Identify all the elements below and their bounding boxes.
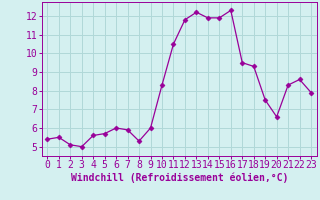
X-axis label: Windchill (Refroidissement éolien,°C): Windchill (Refroidissement éolien,°C) bbox=[70, 173, 288, 183]
